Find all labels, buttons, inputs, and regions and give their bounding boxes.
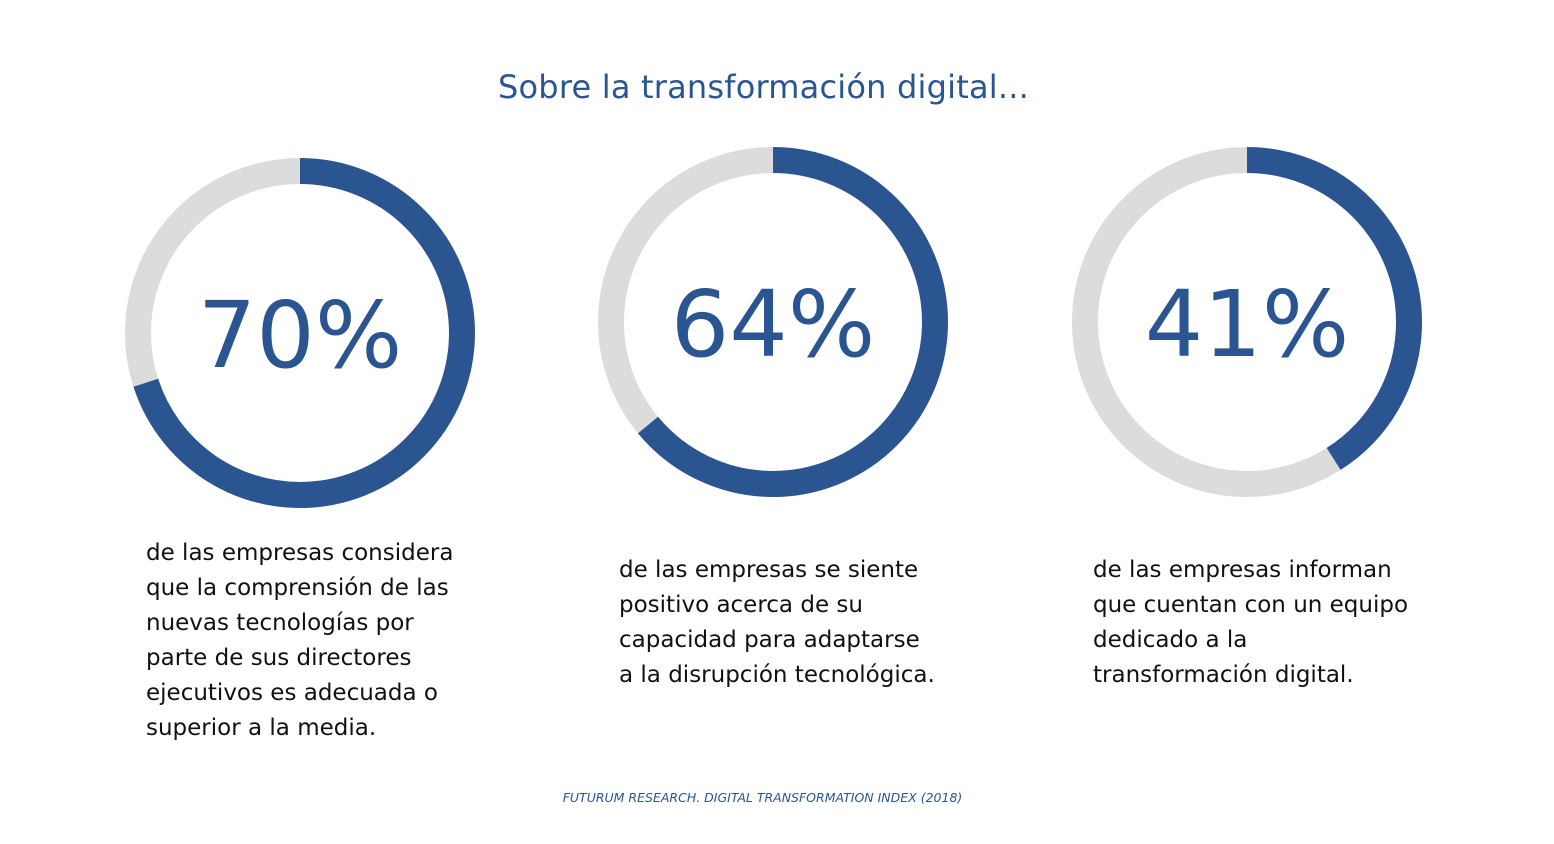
description-3-line: dedicado a la xyxy=(1093,627,1248,653)
description-1-line: que la comprensión de las xyxy=(146,575,449,601)
donut-chart-1: 70% xyxy=(120,153,480,513)
description-2: de las empresas se siente positivo acerc… xyxy=(619,553,935,693)
description-2-line: de las empresas se siente xyxy=(619,557,919,583)
donut-1-value-arc xyxy=(125,158,475,508)
donut-chart-3: 41% xyxy=(1067,142,1427,502)
donut-3-value-arc xyxy=(1072,147,1422,497)
donut-3-percent-label: 41% xyxy=(1145,271,1349,378)
description-2-line: a la disrupción tecnológica. xyxy=(619,662,935,688)
donut-2-percent-label: 64% xyxy=(671,271,875,378)
source-citation: FUTURUM RESEARCH. DIGITAL TRANSFORMATION… xyxy=(562,790,963,805)
description-1-line: superior a la media. xyxy=(146,715,377,741)
description-1-line: parte de sus directores xyxy=(146,645,412,671)
description-3: de las empresas informan que cuentan con… xyxy=(1093,553,1408,693)
description-3-line: transformación digital. xyxy=(1093,662,1354,688)
description-2-line: capacidad para adaptarse xyxy=(619,627,920,653)
description-2-line: positivo acerca de su xyxy=(619,592,863,618)
donut-chart-2: 64% xyxy=(593,142,953,502)
description-3-line: que cuentan con un equipo xyxy=(1093,592,1409,618)
donut-1-svg: 70% xyxy=(125,158,475,508)
donut-2-svg: 64% xyxy=(598,147,948,497)
description-1-line: nuevas tecnologías por xyxy=(146,610,414,636)
donut-3-svg: 41% xyxy=(1072,147,1422,497)
donut-1-percent-label: 70% xyxy=(198,282,402,389)
description-1-line: ejecutivos es adecuada o xyxy=(146,680,438,706)
page-title: Sobre la transformación digital... xyxy=(498,68,1029,106)
description-3-line: de las empresas informan xyxy=(1093,557,1392,583)
description-1: de las empresas considera que la compren… xyxy=(146,536,453,746)
donut-2-value-arc xyxy=(598,147,948,497)
description-1-line: de las empresas considera xyxy=(146,540,454,566)
